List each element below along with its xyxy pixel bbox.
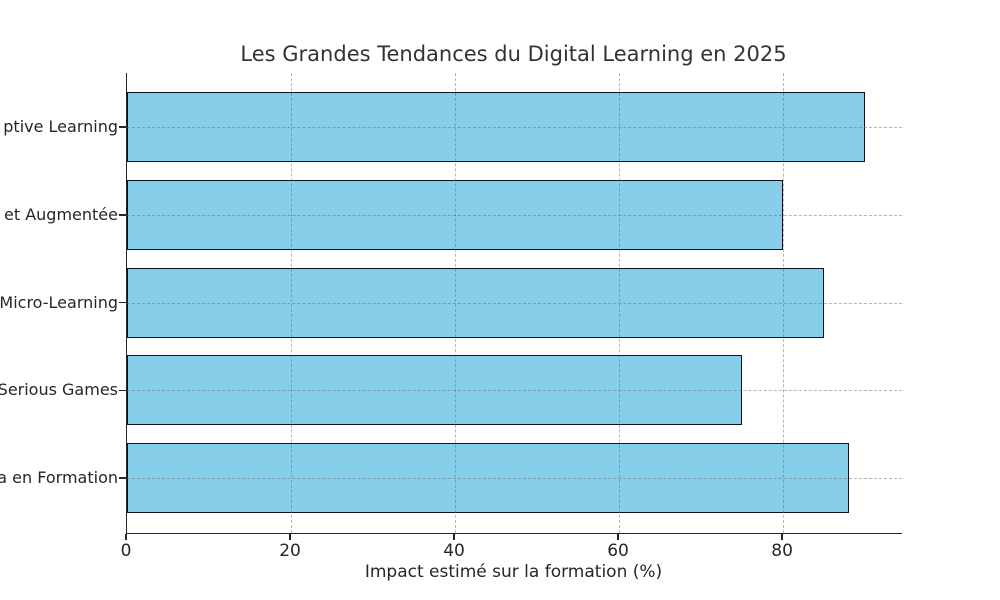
- y-tick-mark: [119, 214, 126, 216]
- y-tick-label: et Augmentée: [4, 204, 118, 224]
- chart-title: Les Grandes Tendances du Digital Learnin…: [240, 42, 787, 66]
- y-tick-mark: [119, 126, 126, 128]
- y-gridline: [127, 214, 902, 216]
- x-tick-mark: [453, 534, 455, 540]
- y-tick-label: ptive Learning: [3, 117, 118, 136]
- y-tick-label: a en Formation: [0, 468, 118, 487]
- x-tick-mark: [289, 534, 291, 540]
- x-tick-label: 40: [443, 541, 465, 561]
- x-tick-mark: [125, 534, 127, 540]
- y-tick-mark: [119, 301, 126, 304]
- plot-area: [126, 73, 902, 534]
- x-tick-label: 80: [771, 541, 793, 561]
- x-axis-label: Impact estimé sur la formation (%): [364, 562, 663, 582]
- y-tick-mark: [119, 477, 126, 479]
- x-tick-mark: [781, 534, 783, 540]
- y-tick-label: Serious Games: [0, 380, 118, 400]
- y-tick-mark: [119, 389, 126, 391]
- y-tick-label: Micro-Learning: [0, 292, 118, 312]
- y-gridline: [127, 390, 902, 392]
- x-tick-label: 0: [120, 541, 132, 561]
- x-tick-label: 20: [279, 541, 301, 561]
- x-tick-mark: [617, 534, 619, 540]
- y-gridline: [127, 302, 902, 304]
- y-gridline: [127, 127, 902, 128]
- x-tick-label: 60: [607, 541, 629, 561]
- y-gridline: [127, 478, 902, 479]
